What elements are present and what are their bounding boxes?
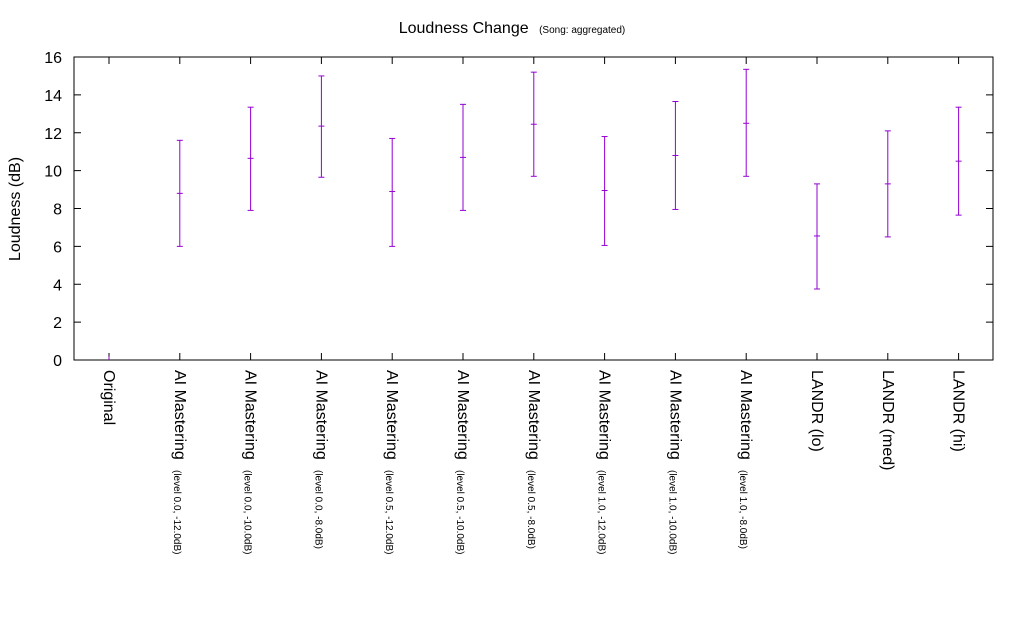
y-tick-label: 12	[44, 126, 62, 143]
x-category-sublabel: (level 0.0, -10.0dB)	[242, 470, 253, 555]
x-category-label: AI Mastering	[171, 370, 188, 460]
error-bar	[389, 137, 396, 247]
y-tick-label: 8	[53, 202, 62, 219]
chart-title-main: Loudness Change	[399, 20, 529, 37]
error-bar	[814, 183, 820, 290]
x-category-label: AI Mastering	[312, 370, 329, 460]
y-tick-label: 2	[53, 315, 62, 332]
chart-title: Loudness Change (Song: aggregated)	[399, 20, 626, 37]
x-category-label: LANDR (med)	[879, 370, 896, 470]
x-category-label: AI Mastering	[525, 370, 542, 460]
error-bar	[601, 136, 608, 246]
x-category-label: AI Mastering	[242, 370, 259, 460]
y-tick-label: 14	[44, 88, 62, 105]
x-category-label: AI Mastering	[596, 370, 613, 460]
error-bar	[530, 71, 537, 177]
y-axis-label: Loudness (dB)	[7, 157, 24, 261]
x-axis	[108, 57, 960, 360]
y-tick-label: 4	[53, 277, 62, 294]
error-bar	[176, 139, 183, 247]
error-bar	[460, 103, 466, 211]
x-category-sublabel: (level 0.5, -12.0dB)	[383, 470, 394, 555]
error-bars	[108, 68, 962, 360]
x-category-label: LANDR (lo)	[808, 370, 825, 452]
x-category-sublabel: (level 0.5, -10.0dB)	[454, 470, 465, 555]
x-category-label: LANDR (hi)	[950, 370, 967, 452]
x-category-sublabel: (level 0.0, -8.0dB)	[312, 470, 323, 549]
error-bar	[318, 75, 325, 178]
y-tick-label: 10	[44, 164, 62, 181]
x-category-label: AI Mastering	[454, 370, 471, 460]
y-axis: 0 2 4 6 8 10 12 14 16	[44, 50, 993, 370]
x-category-sublabel: (level 0.0, -12.0dB)	[171, 470, 182, 555]
x-category-sublabel: (level 1.0, -8.0dB)	[737, 470, 748, 549]
x-category-label: AI Mastering	[666, 370, 683, 460]
error-bar	[743, 68, 750, 177]
error-bar	[955, 106, 962, 216]
chart-title-sub: (Song: aggregated)	[539, 25, 625, 36]
x-category-label: AI Mastering	[383, 370, 400, 460]
error-bar	[247, 106, 254, 211]
x-category-label: AI Mastering	[737, 370, 754, 460]
y-tick-label: 16	[44, 50, 62, 67]
x-category-sublabel: (level 0.5, -8.0dB)	[525, 470, 536, 549]
y-tick-label: 0	[53, 353, 62, 370]
error-bar	[884, 130, 891, 238]
error-bar	[672, 101, 679, 210]
x-axis-labels: Original AI Mastering (level 0.0, -12.0dB)…	[100, 370, 967, 555]
y-tick-label: 6	[53, 239, 62, 256]
x-category-sublabel: (level 1.0, -10.0dB)	[666, 470, 677, 555]
x-category-sublabel: (level 1.0, -12.0dB)	[596, 470, 607, 555]
x-category-label: Original	[100, 370, 117, 425]
